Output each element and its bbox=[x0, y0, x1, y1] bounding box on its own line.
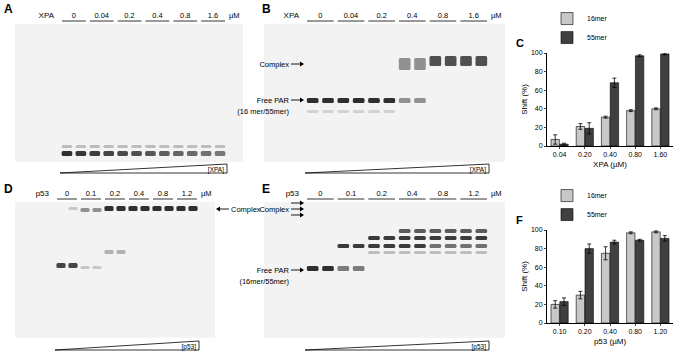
svg-text:60: 60 bbox=[535, 264, 543, 271]
svg-text:100: 100 bbox=[531, 226, 543, 233]
svg-text:[XPA]: [XPA] bbox=[470, 166, 486, 174]
svg-text:1.60: 1.60 bbox=[654, 151, 668, 158]
svg-text:100: 100 bbox=[531, 49, 543, 56]
svg-text:1.6: 1.6 bbox=[208, 11, 218, 20]
svg-text:16mer: 16mer bbox=[587, 192, 608, 199]
svg-text:0.1: 0.1 bbox=[86, 189, 96, 198]
svg-text:20: 20 bbox=[535, 124, 543, 131]
svg-text:0.10: 0.10 bbox=[553, 328, 567, 335]
svg-text:80: 80 bbox=[535, 245, 543, 252]
svg-text:0.4: 0.4 bbox=[407, 189, 417, 198]
svg-text:0.4: 0.4 bbox=[407, 11, 417, 20]
svg-text:0.04: 0.04 bbox=[553, 151, 567, 158]
svg-text:80: 80 bbox=[535, 68, 543, 75]
svg-text:0.80: 0.80 bbox=[628, 328, 642, 335]
svg-text:D: D bbox=[4, 182, 13, 196]
svg-text:1.6: 1.6 bbox=[468, 11, 478, 20]
svg-text:Shift (%): Shift (%) bbox=[520, 261, 529, 292]
svg-text:0: 0 bbox=[318, 189, 322, 198]
svg-text:XPA (µM): XPA (µM) bbox=[593, 160, 627, 169]
svg-text:60: 60 bbox=[535, 87, 543, 94]
svg-text:C: C bbox=[516, 37, 524, 49]
svg-text:0.4: 0.4 bbox=[134, 189, 144, 198]
svg-text:[p53]: [p53] bbox=[472, 343, 487, 351]
svg-text:16mer: 16mer bbox=[587, 15, 608, 22]
svg-text:E: E bbox=[262, 182, 270, 196]
svg-text:0: 0 bbox=[72, 11, 76, 20]
svg-text:1.2: 1.2 bbox=[468, 189, 478, 198]
svg-text:0.8: 0.8 bbox=[438, 189, 448, 198]
svg-text:0: 0 bbox=[539, 319, 543, 326]
svg-text:0.2: 0.2 bbox=[110, 189, 120, 198]
svg-text:B: B bbox=[262, 2, 271, 16]
svg-text:µM: µM bbox=[491, 11, 502, 20]
svg-text:55mer: 55mer bbox=[587, 34, 608, 41]
svg-text:Shift (%): Shift (%) bbox=[520, 84, 529, 115]
svg-text:µM: µM bbox=[201, 189, 212, 198]
svg-text:0.1: 0.1 bbox=[346, 189, 356, 198]
svg-text:Complex: Complex bbox=[259, 60, 289, 69]
svg-text:0: 0 bbox=[65, 189, 69, 198]
svg-text:0.8: 0.8 bbox=[438, 11, 448, 20]
svg-text:0.40: 0.40 bbox=[603, 328, 617, 335]
svg-text:(16 mer/55mer): (16 mer/55mer) bbox=[237, 107, 289, 116]
svg-text:Complex: Complex bbox=[259, 205, 289, 214]
svg-text:1.2: 1.2 bbox=[182, 189, 192, 198]
svg-text:[p53]: [p53] bbox=[182, 343, 197, 351]
svg-text:XPA: XPA bbox=[39, 11, 55, 20]
svg-text:Free PAR: Free PAR bbox=[257, 266, 290, 275]
svg-text:A: A bbox=[4, 2, 13, 16]
svg-text:p53: p53 bbox=[286, 189, 300, 198]
svg-text:20: 20 bbox=[535, 301, 543, 308]
svg-text:p53 (µM): p53 (µM) bbox=[594, 337, 627, 346]
svg-text:0: 0 bbox=[318, 11, 322, 20]
svg-text:0.20: 0.20 bbox=[578, 328, 592, 335]
svg-text:µM: µM bbox=[229, 11, 240, 20]
svg-text:1.20: 1.20 bbox=[654, 328, 668, 335]
svg-text:0: 0 bbox=[539, 142, 543, 149]
svg-text:0.4: 0.4 bbox=[152, 11, 162, 20]
svg-text:F: F bbox=[516, 214, 523, 226]
svg-text:0.8: 0.8 bbox=[180, 11, 190, 20]
svg-text:p53: p53 bbox=[36, 189, 50, 198]
svg-text:40: 40 bbox=[535, 105, 543, 112]
svg-text:0.8: 0.8 bbox=[158, 189, 168, 198]
svg-text:0.20: 0.20 bbox=[578, 151, 592, 158]
svg-text:(16mer/55mer): (16mer/55mer) bbox=[239, 277, 289, 286]
svg-text:[XPA]: [XPA] bbox=[208, 166, 224, 174]
svg-text:0.04: 0.04 bbox=[94, 11, 109, 20]
svg-text:0.40: 0.40 bbox=[603, 151, 617, 158]
svg-text:µM: µM bbox=[491, 189, 502, 198]
svg-text:0.80: 0.80 bbox=[628, 151, 642, 158]
svg-text:0.2: 0.2 bbox=[124, 11, 134, 20]
svg-text:XPA: XPA bbox=[284, 11, 300, 20]
svg-text:0.2: 0.2 bbox=[376, 11, 386, 20]
svg-text:0.2: 0.2 bbox=[376, 189, 386, 198]
svg-text:40: 40 bbox=[535, 282, 543, 289]
svg-text:0.04: 0.04 bbox=[344, 11, 359, 20]
svg-text:Free PAR: Free PAR bbox=[257, 96, 290, 105]
svg-text:Complex: Complex bbox=[231, 205, 261, 214]
svg-text:55mer: 55mer bbox=[587, 211, 608, 218]
